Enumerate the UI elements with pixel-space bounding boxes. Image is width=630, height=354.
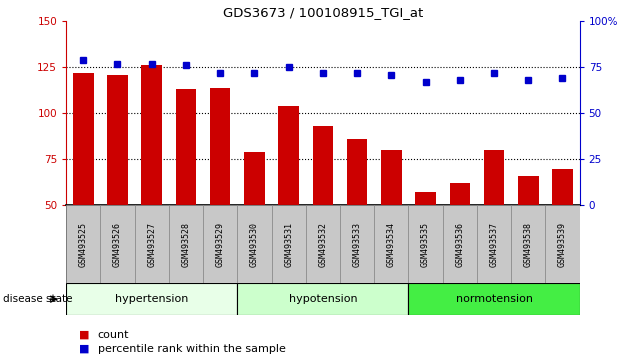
Text: GSM493532: GSM493532 xyxy=(318,222,328,267)
Text: count: count xyxy=(98,330,129,339)
Bar xyxy=(408,205,443,283)
Bar xyxy=(340,205,374,283)
Text: GSM493537: GSM493537 xyxy=(490,222,498,267)
Bar xyxy=(553,169,573,297)
Bar xyxy=(272,205,306,283)
Text: GSM493526: GSM493526 xyxy=(113,222,122,267)
Bar xyxy=(450,183,470,297)
Bar xyxy=(347,139,367,297)
Bar xyxy=(210,87,231,297)
Bar xyxy=(176,89,196,297)
Bar xyxy=(415,193,436,297)
Bar xyxy=(278,106,299,297)
Bar xyxy=(443,205,477,283)
Bar xyxy=(169,205,203,283)
Text: hypertension: hypertension xyxy=(115,294,188,304)
Text: disease state: disease state xyxy=(3,294,72,304)
Text: ■: ■ xyxy=(79,344,89,354)
Bar xyxy=(238,205,272,283)
Text: GSM493525: GSM493525 xyxy=(79,222,88,267)
Text: GSM493538: GSM493538 xyxy=(524,222,533,267)
Bar xyxy=(66,283,238,315)
Bar xyxy=(477,205,511,283)
Bar xyxy=(203,205,238,283)
Bar xyxy=(546,205,580,283)
Bar xyxy=(238,283,408,315)
Bar xyxy=(73,73,93,297)
Bar xyxy=(374,205,408,283)
Text: GSM493529: GSM493529 xyxy=(215,222,225,267)
Title: GDS3673 / 100108915_TGI_at: GDS3673 / 100108915_TGI_at xyxy=(223,6,423,19)
Bar xyxy=(484,150,504,297)
Text: hypotension: hypotension xyxy=(289,294,357,304)
Text: GSM493535: GSM493535 xyxy=(421,222,430,267)
Text: GSM493528: GSM493528 xyxy=(181,222,190,267)
Text: GSM493527: GSM493527 xyxy=(147,222,156,267)
Bar xyxy=(518,176,539,297)
Bar xyxy=(408,283,580,315)
Text: percentile rank within the sample: percentile rank within the sample xyxy=(98,344,285,354)
Bar xyxy=(511,205,546,283)
Bar xyxy=(306,205,340,283)
Text: GSM493531: GSM493531 xyxy=(284,222,293,267)
Text: GSM493533: GSM493533 xyxy=(353,222,362,267)
Text: GSM493530: GSM493530 xyxy=(250,222,259,267)
Bar xyxy=(381,150,401,297)
Text: GSM493536: GSM493536 xyxy=(455,222,464,267)
Bar xyxy=(135,205,169,283)
Text: normotension: normotension xyxy=(455,294,532,304)
Text: GSM493534: GSM493534 xyxy=(387,222,396,267)
Text: ■: ■ xyxy=(79,330,89,339)
Bar xyxy=(312,126,333,297)
Bar xyxy=(244,152,265,297)
Bar xyxy=(107,75,128,297)
Bar xyxy=(100,205,135,283)
Bar xyxy=(66,205,100,283)
Bar xyxy=(142,65,162,297)
Text: GSM493539: GSM493539 xyxy=(558,222,567,267)
